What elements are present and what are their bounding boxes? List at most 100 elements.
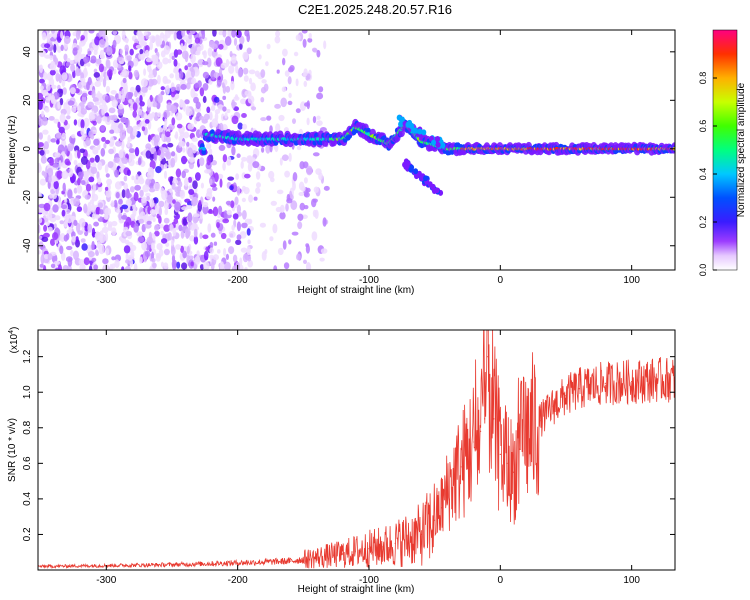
noise-speckle (125, 199, 132, 206)
noise-speckle (149, 209, 157, 215)
noise-speckle (202, 61, 209, 66)
noise-speckle (122, 226, 129, 233)
noise-speckle (78, 259, 85, 266)
noise-speckle (119, 129, 126, 139)
snr-point (539, 420, 541, 422)
spectrogram-y-ticks: -40 -20 0 20 40 (22, 46, 675, 253)
noise-speckle (133, 69, 139, 78)
noise-speckle (188, 255, 194, 260)
ridge-branch (419, 175, 425, 182)
noise-speckle (125, 230, 132, 237)
noise-speckle (176, 186, 182, 192)
noise-speckle (191, 137, 198, 142)
noise-speckle (80, 81, 88, 86)
noise-speckle (292, 118, 296, 124)
noise-speckle (272, 223, 278, 234)
noise-speckle (60, 252, 66, 261)
noise-speckle (150, 78, 158, 86)
noise-speckle (47, 253, 53, 260)
noise-speckle (220, 232, 227, 240)
noise-speckle (171, 243, 175, 252)
noise-speckle (41, 110, 45, 118)
noise-speckle (202, 95, 207, 104)
noise-speckle (220, 62, 228, 69)
noise-speckle (239, 35, 245, 45)
noise-speckle (134, 177, 140, 185)
noise-speckle (57, 36, 62, 43)
snr-x-tick-label: 100 (623, 575, 640, 586)
noise-speckle (161, 40, 166, 48)
snr-point (657, 379, 659, 381)
noise-speckle (206, 57, 212, 68)
spectrogram-y-tick-label: 40 (22, 46, 33, 58)
noise-speckle (39, 78, 45, 84)
noise-speckle (247, 95, 255, 104)
noise-speckle (56, 139, 60, 145)
spectrogram-marks (38, 30, 675, 270)
noise-speckle (176, 49, 183, 55)
noise-speckle (89, 115, 96, 120)
noise-speckle (39, 149, 45, 156)
noise-speckle (53, 43, 57, 53)
noise-speckle (199, 264, 205, 270)
noise-speckle (255, 171, 261, 180)
noise-speckle (198, 200, 202, 207)
noise-speckle (286, 193, 291, 202)
colorbar-gradient (712, 29, 738, 271)
noise-speckle (178, 224, 183, 232)
noise-speckle (64, 198, 68, 203)
spectrogram-x-tick-label: -200 (228, 275, 248, 286)
noise-speckle (207, 210, 215, 214)
noise-speckle (141, 241, 148, 251)
snr-point (526, 434, 528, 436)
noise-speckle (235, 30, 242, 38)
noise-speckle (163, 262, 169, 270)
noise-speckle (236, 234, 242, 241)
noise-speckle (308, 32, 312, 39)
noise-speckle (134, 90, 138, 98)
noise-speckle (199, 157, 205, 167)
noise-speckle (145, 34, 150, 40)
colorbar-ticks: 0.0 0.2 0.4 0.6 0.8 (698, 72, 717, 276)
noise-speckle (176, 123, 183, 129)
noise-speckle (136, 231, 144, 237)
noise-speckle (76, 105, 82, 112)
noise-speckle (161, 238, 168, 244)
noise-speckle (157, 93, 163, 104)
noise-speckle (104, 186, 109, 191)
noise-speckle (173, 59, 178, 67)
noise-speckle (241, 113, 247, 118)
noise-speckle (280, 97, 288, 108)
noise-speckle (233, 96, 240, 101)
snr-point (460, 466, 462, 468)
noise-speckle (222, 106, 227, 112)
noise-speckle (91, 89, 96, 99)
noise-speckle (158, 248, 164, 257)
noise-speckle (49, 63, 57, 71)
noise-speckle (49, 193, 53, 199)
noise-speckle (81, 180, 86, 186)
noise-speckle (156, 243, 163, 250)
noise-speckle (312, 209, 317, 218)
noise-speckle (99, 49, 105, 60)
noise-speckle (93, 72, 101, 78)
spectrogram-frame (37, 29, 676, 271)
noise-speckle (118, 212, 123, 221)
snr-point (453, 477, 455, 479)
snr-point (631, 381, 633, 383)
noise-speckle (287, 76, 292, 85)
noise-speckle (121, 215, 128, 220)
noise-speckle (210, 232, 216, 238)
noise-speckle (121, 266, 125, 270)
noise-speckle (205, 246, 210, 252)
noise-speckle (194, 82, 199, 89)
noise-speckle (211, 43, 218, 50)
noise-speckle (96, 115, 102, 124)
noise-speckle (195, 101, 201, 110)
noise-speckle (90, 166, 98, 174)
noise-speckle (57, 46, 62, 53)
noise-speckle (92, 97, 99, 103)
noise-speckle (241, 222, 248, 229)
noise-speckle (209, 241, 214, 249)
noise-speckle (63, 53, 68, 61)
